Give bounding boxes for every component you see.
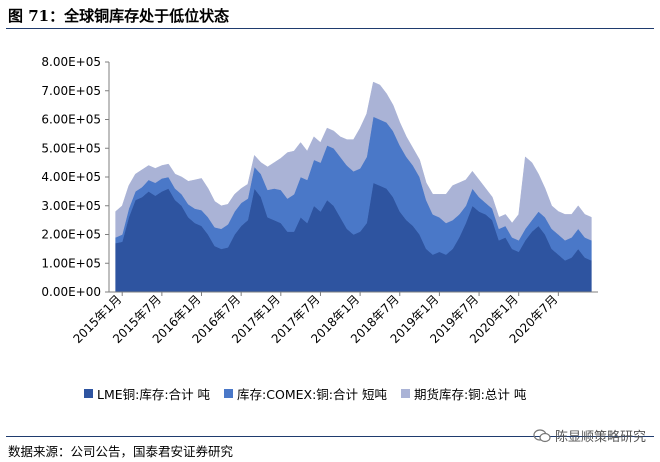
y-tick-label: 5.00E+05 bbox=[41, 141, 101, 155]
wechat-icon bbox=[533, 428, 551, 442]
legend-label-comex: 库存:COMEX:铜:合计 短吨 bbox=[237, 387, 387, 402]
legend-item-shfe: 期货库存:铜:总计 吨 bbox=[400, 384, 527, 403]
y-tick-label: 1.00E+05 bbox=[41, 256, 101, 270]
legend-swatch-lme bbox=[84, 389, 93, 398]
x-tick-labels: 2015年1月2015年7月2016年1月2016年7月2017年1月2017年… bbox=[70, 292, 560, 346]
legend-label-lme: LME铜:库存:合计 吨 bbox=[97, 387, 211, 402]
data-source: 数据来源：公司公告，国泰君安证券研究 bbox=[8, 444, 234, 459]
legend-label-shfe: 期货库存:铜:总计 吨 bbox=[413, 387, 527, 402]
series-areas bbox=[115, 81, 592, 293]
y-tick-label: 4.00E+05 bbox=[41, 170, 101, 184]
y-tick-label: 2.00E+05 bbox=[41, 228, 101, 242]
legend-swatch-comex bbox=[224, 389, 234, 398]
legend-item-lme: LME铜:库存:合计 吨 bbox=[84, 384, 210, 403]
y-tick-label: 0.00E+00 bbox=[41, 285, 101, 299]
area-series-2 bbox=[115, 81, 592, 241]
y-tick-label: 8.00E+05 bbox=[41, 55, 101, 69]
source-overline bbox=[6, 436, 654, 437]
legend-swatch-shfe bbox=[400, 389, 410, 398]
y-tick-label: 6.00E+05 bbox=[41, 113, 101, 127]
watermark: 陈显顺策略研究 bbox=[533, 426, 646, 445]
y-tick-labels: 0.00E+00 1.00E+05 2.00E+05 3.00E+05 4.00E+05… bbox=[41, 55, 101, 299]
title-underline bbox=[6, 28, 654, 29]
y-tick-label: 3.00E+05 bbox=[41, 199, 101, 213]
legend-item-comex: 库存:COMEX:铜:合计 短吨 bbox=[224, 384, 387, 403]
y-tick-label: 7.00E+05 bbox=[41, 84, 101, 98]
legend: LME铜:库存:合计 吨 库存:COMEX:铜:合计 短吨 期货库存:铜:总计 … bbox=[84, 384, 526, 403]
watermark-text: 陈显顺策略研究 bbox=[554, 430, 646, 445]
figure-title: 图 71：全球铜库存处于低位状态 bbox=[8, 7, 230, 25]
axes bbox=[105, 61, 598, 296]
stacked-area-chart: 0.00E+00 1.00E+05 2.00E+05 3.00E+05 4.00E+05… bbox=[41, 55, 598, 346]
